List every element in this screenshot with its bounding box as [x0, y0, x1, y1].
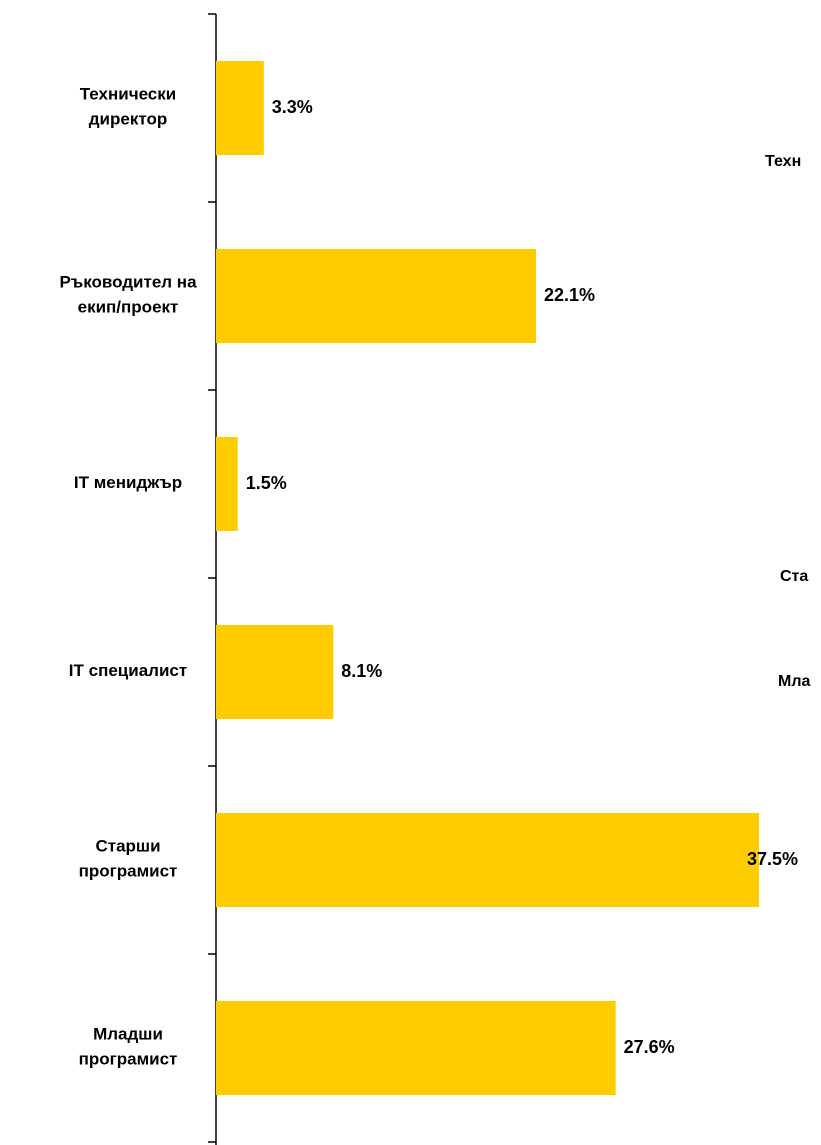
bar — [216, 625, 334, 719]
category-label-line: Младши — [93, 1025, 163, 1044]
category-label: Старши програмист — [79, 837, 178, 881]
category-label: IT специалист — [69, 661, 187, 680]
category-label-line: IT мениджър — [74, 473, 182, 492]
clipped-label: Техн — [765, 153, 801, 170]
category-label-line: екип/проект — [78, 298, 179, 317]
value-label: 8.1% — [341, 661, 382, 681]
category-label-line: директор — [89, 110, 167, 129]
clipped-label: Ста — [780, 568, 808, 585]
bar — [216, 249, 537, 343]
bar — [216, 61, 264, 155]
bar — [216, 437, 238, 531]
category-label: Ръководител на екип/проект — [59, 273, 197, 317]
category-label-line: Старши — [95, 837, 160, 856]
category-label: IT мениджър — [74, 473, 182, 492]
category-label: Технически директор — [80, 85, 176, 129]
category-label-line: IT специалист — [69, 661, 187, 680]
bar — [216, 813, 759, 907]
value-label: 27.6% — [624, 1037, 675, 1057]
value-label: 22.1% — [544, 285, 595, 305]
category-label-line: Ръководител на — [59, 273, 197, 292]
value-label: 3.3% — [272, 97, 313, 117]
category-label-line: програмист — [79, 862, 178, 881]
category-label-line: Технически — [80, 85, 176, 104]
clipped-label: Мла — [778, 673, 810, 690]
category-label: Младши програмист — [79, 1025, 178, 1069]
category-label-line: програмист — [79, 1050, 178, 1069]
value-label: 1.5% — [246, 473, 287, 493]
bar — [216, 1001, 616, 1095]
value-label: 37.5% — [747, 849, 798, 869]
